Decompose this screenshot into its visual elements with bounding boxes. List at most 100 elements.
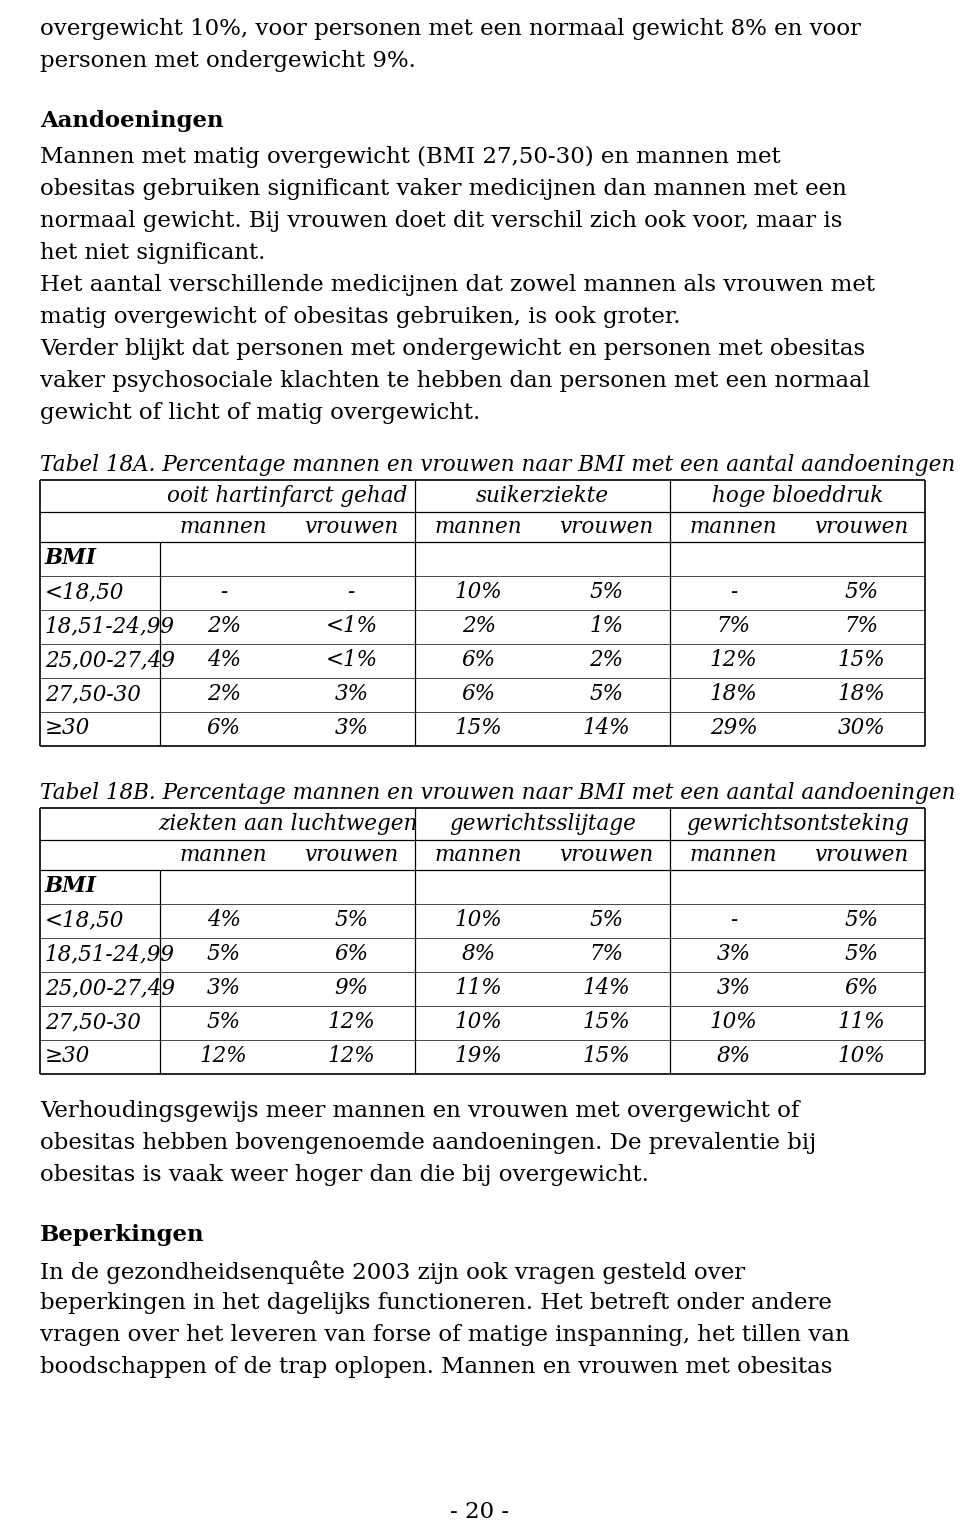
- Text: mannen: mannen: [435, 516, 522, 538]
- Text: 3%: 3%: [717, 976, 751, 999]
- Text: -: -: [348, 580, 355, 603]
- Text: 7%: 7%: [589, 943, 623, 966]
- Text: 11%: 11%: [455, 976, 503, 999]
- Text: hoge bloeddruk: hoge bloeddruk: [712, 484, 883, 507]
- Text: <18,50: <18,50: [45, 909, 125, 931]
- Text: 12%: 12%: [327, 1045, 375, 1068]
- Text: <1%: <1%: [325, 649, 377, 672]
- Text: 10%: 10%: [455, 909, 503, 931]
- Text: 5%: 5%: [206, 1011, 241, 1033]
- Text: 15%: 15%: [455, 717, 503, 739]
- Text: Mannen met matig overgewicht (BMI 27,50-30) en mannen met: Mannen met matig overgewicht (BMI 27,50-…: [40, 146, 780, 168]
- Text: vrouwen: vrouwen: [304, 844, 398, 867]
- Text: gewrichtsslijtage: gewrichtsslijtage: [449, 813, 636, 835]
- Text: 10%: 10%: [710, 1011, 757, 1033]
- Text: 12%: 12%: [710, 649, 757, 672]
- Text: Verhoudingsgewijs meer mannen en vrouwen met overgewicht of: Verhoudingsgewijs meer mannen en vrouwen…: [40, 1100, 800, 1122]
- Text: vragen over het leveren van forse of matige inspanning, het tillen van: vragen over het leveren van forse of mat…: [40, 1323, 850, 1346]
- Text: Tabel 18B. Percentage mannen en vrouwen naar BMI met een aantal aandoeningen: Tabel 18B. Percentage mannen en vrouwen …: [40, 781, 955, 804]
- Text: 27,50-30: 27,50-30: [45, 1011, 141, 1033]
- Text: 5%: 5%: [206, 943, 241, 966]
- Text: Verder blijkt dat personen met ondergewicht en personen met obesitas: Verder blijkt dat personen met ondergewi…: [40, 338, 865, 359]
- Text: obesitas is vaak weer hoger dan die bij overgewicht.: obesitas is vaak weer hoger dan die bij …: [40, 1164, 649, 1186]
- Text: -: -: [220, 580, 228, 603]
- Text: Aandoeningen: Aandoeningen: [40, 110, 224, 133]
- Text: 10%: 10%: [837, 1045, 885, 1068]
- Text: 5%: 5%: [844, 909, 878, 931]
- Text: 8%: 8%: [462, 943, 495, 966]
- Text: 4%: 4%: [206, 649, 241, 672]
- Text: 15%: 15%: [583, 1011, 630, 1033]
- Text: 15%: 15%: [583, 1045, 630, 1068]
- Text: 5%: 5%: [844, 943, 878, 966]
- Text: 2%: 2%: [589, 649, 623, 672]
- Text: vrouwen: vrouwen: [814, 516, 908, 538]
- Text: mannen: mannen: [180, 516, 268, 538]
- Text: 15%: 15%: [837, 649, 885, 672]
- Text: 5%: 5%: [589, 682, 623, 705]
- Text: 30%: 30%: [837, 717, 885, 739]
- Text: 6%: 6%: [462, 649, 495, 672]
- Text: gewrichtsontsteking: gewrichtsontsteking: [686, 813, 909, 835]
- Text: -: -: [731, 580, 737, 603]
- Text: beperkingen in het dagelijks functioneren. Het betreft onder andere: beperkingen in het dagelijks functionere…: [40, 1292, 832, 1314]
- Text: ≥30: ≥30: [45, 1045, 90, 1068]
- Text: 2%: 2%: [206, 682, 241, 705]
- Text: normaal gewicht. Bij vrouwen doet dit verschil zich ook voor, maar is: normaal gewicht. Bij vrouwen doet dit ve…: [40, 210, 842, 231]
- Text: mannen: mannen: [690, 516, 778, 538]
- Text: BMI: BMI: [45, 547, 97, 570]
- Text: 27,50-30: 27,50-30: [45, 682, 141, 705]
- Text: ≥30: ≥30: [45, 717, 90, 739]
- Text: vaker psychosociale klachten te hebben dan personen met een normaal: vaker psychosociale klachten te hebben d…: [40, 370, 870, 391]
- Text: ziekten aan luchtwegen: ziekten aan luchtwegen: [157, 813, 418, 835]
- Text: gewicht of licht of matig overgewicht.: gewicht of licht of matig overgewicht.: [40, 402, 480, 423]
- Text: obesitas gebruiken significant vaker medicijnen dan mannen met een: obesitas gebruiken significant vaker med…: [40, 178, 847, 200]
- Text: Tabel 18A. Percentage mannen en vrouwen naar BMI met een aantal aandoeningen: Tabel 18A. Percentage mannen en vrouwen …: [40, 454, 955, 477]
- Text: 6%: 6%: [844, 976, 878, 999]
- Text: 12%: 12%: [200, 1045, 248, 1068]
- Text: 12%: 12%: [327, 1011, 375, 1033]
- Text: vrouwen: vrouwen: [304, 516, 398, 538]
- Text: 18,51-24,99: 18,51-24,99: [45, 615, 175, 637]
- Text: 10%: 10%: [455, 1011, 503, 1033]
- Text: 4%: 4%: [206, 909, 241, 931]
- Text: 9%: 9%: [334, 976, 369, 999]
- Text: suikerziekte: suikerziekte: [476, 484, 609, 507]
- Text: 18%: 18%: [710, 682, 757, 705]
- Text: 18,51-24,99: 18,51-24,99: [45, 943, 175, 966]
- Text: 7%: 7%: [844, 615, 878, 637]
- Text: 14%: 14%: [583, 976, 630, 999]
- Text: obesitas hebben bovengenoemde aandoeningen. De prevalentie bij: obesitas hebben bovengenoemde aandoening…: [40, 1132, 816, 1154]
- Text: 6%: 6%: [206, 717, 241, 739]
- Text: 19%: 19%: [455, 1045, 503, 1068]
- Text: personen met ondergewicht 9%.: personen met ondergewicht 9%.: [40, 50, 416, 72]
- Text: 25,00-27,49: 25,00-27,49: [45, 649, 175, 672]
- Text: 8%: 8%: [717, 1045, 751, 1068]
- Text: boodschappen of de trap oplopen. Mannen en vrouwen met obesitas: boodschappen of de trap oplopen. Mannen …: [40, 1355, 832, 1378]
- Text: 11%: 11%: [837, 1011, 885, 1033]
- Text: Beperkingen: Beperkingen: [40, 1224, 204, 1246]
- Text: 3%: 3%: [334, 717, 369, 739]
- Text: 1%: 1%: [589, 615, 623, 637]
- Text: matig overgewicht of obesitas gebruiken, is ook groter.: matig overgewicht of obesitas gebruiken,…: [40, 306, 681, 327]
- Text: 3%: 3%: [206, 976, 241, 999]
- Text: ooit hartinfarct gehad: ooit hartinfarct gehad: [167, 484, 408, 507]
- Text: <1%: <1%: [325, 615, 377, 637]
- Text: mannen: mannen: [435, 844, 522, 867]
- Text: het niet significant.: het niet significant.: [40, 242, 265, 263]
- Text: In de gezondheidsenquête 2003 zijn ook vragen gesteld over: In de gezondheidsenquête 2003 zijn ook v…: [40, 1260, 745, 1284]
- Text: 29%: 29%: [710, 717, 757, 739]
- Text: Het aantal verschillende medicijnen dat zowel mannen als vrouwen met: Het aantal verschillende medicijnen dat …: [40, 274, 875, 295]
- Text: 7%: 7%: [717, 615, 751, 637]
- Text: 5%: 5%: [589, 909, 623, 931]
- Text: mannen: mannen: [690, 844, 778, 867]
- Text: 25,00-27,49: 25,00-27,49: [45, 976, 175, 999]
- Text: 5%: 5%: [589, 580, 623, 603]
- Text: 18%: 18%: [837, 682, 885, 705]
- Text: 14%: 14%: [583, 717, 630, 739]
- Text: mannen: mannen: [180, 844, 268, 867]
- Text: 3%: 3%: [334, 682, 369, 705]
- Text: 5%: 5%: [334, 909, 369, 931]
- Text: 5%: 5%: [844, 580, 878, 603]
- Text: 3%: 3%: [717, 943, 751, 966]
